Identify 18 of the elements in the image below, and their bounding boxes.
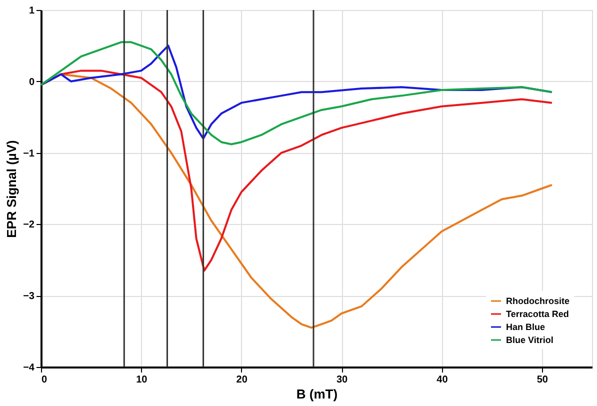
y-tick-label: −4 <box>23 362 35 374</box>
x-tick-label: 0 <box>42 374 48 386</box>
legend-label: Terracotta Red <box>506 309 569 319</box>
legend-label: Blue Vitriol <box>506 335 554 345</box>
x-axis-title: B (mT) <box>296 386 338 402</box>
x-tick-label: 50 <box>536 374 548 386</box>
legend-label: Han Blue <box>506 322 546 332</box>
y-axis-title: EPR Signal (µV) <box>4 140 20 238</box>
x-tick-label: 10 <box>136 374 148 386</box>
x-tick-label: 40 <box>436 374 448 386</box>
y-tick-label: −3 <box>23 291 35 302</box>
y-tick-label: −1 <box>23 148 35 160</box>
y-tick-label: −2 <box>23 220 35 231</box>
y-tick-label: 0 <box>28 76 35 88</box>
x-tick-label: 20 <box>236 374 248 386</box>
y-tick-label: 1 <box>28 6 35 16</box>
legend-label: Rhodochrosite <box>506 296 570 306</box>
x-tick-label: 30 <box>336 374 348 386</box>
